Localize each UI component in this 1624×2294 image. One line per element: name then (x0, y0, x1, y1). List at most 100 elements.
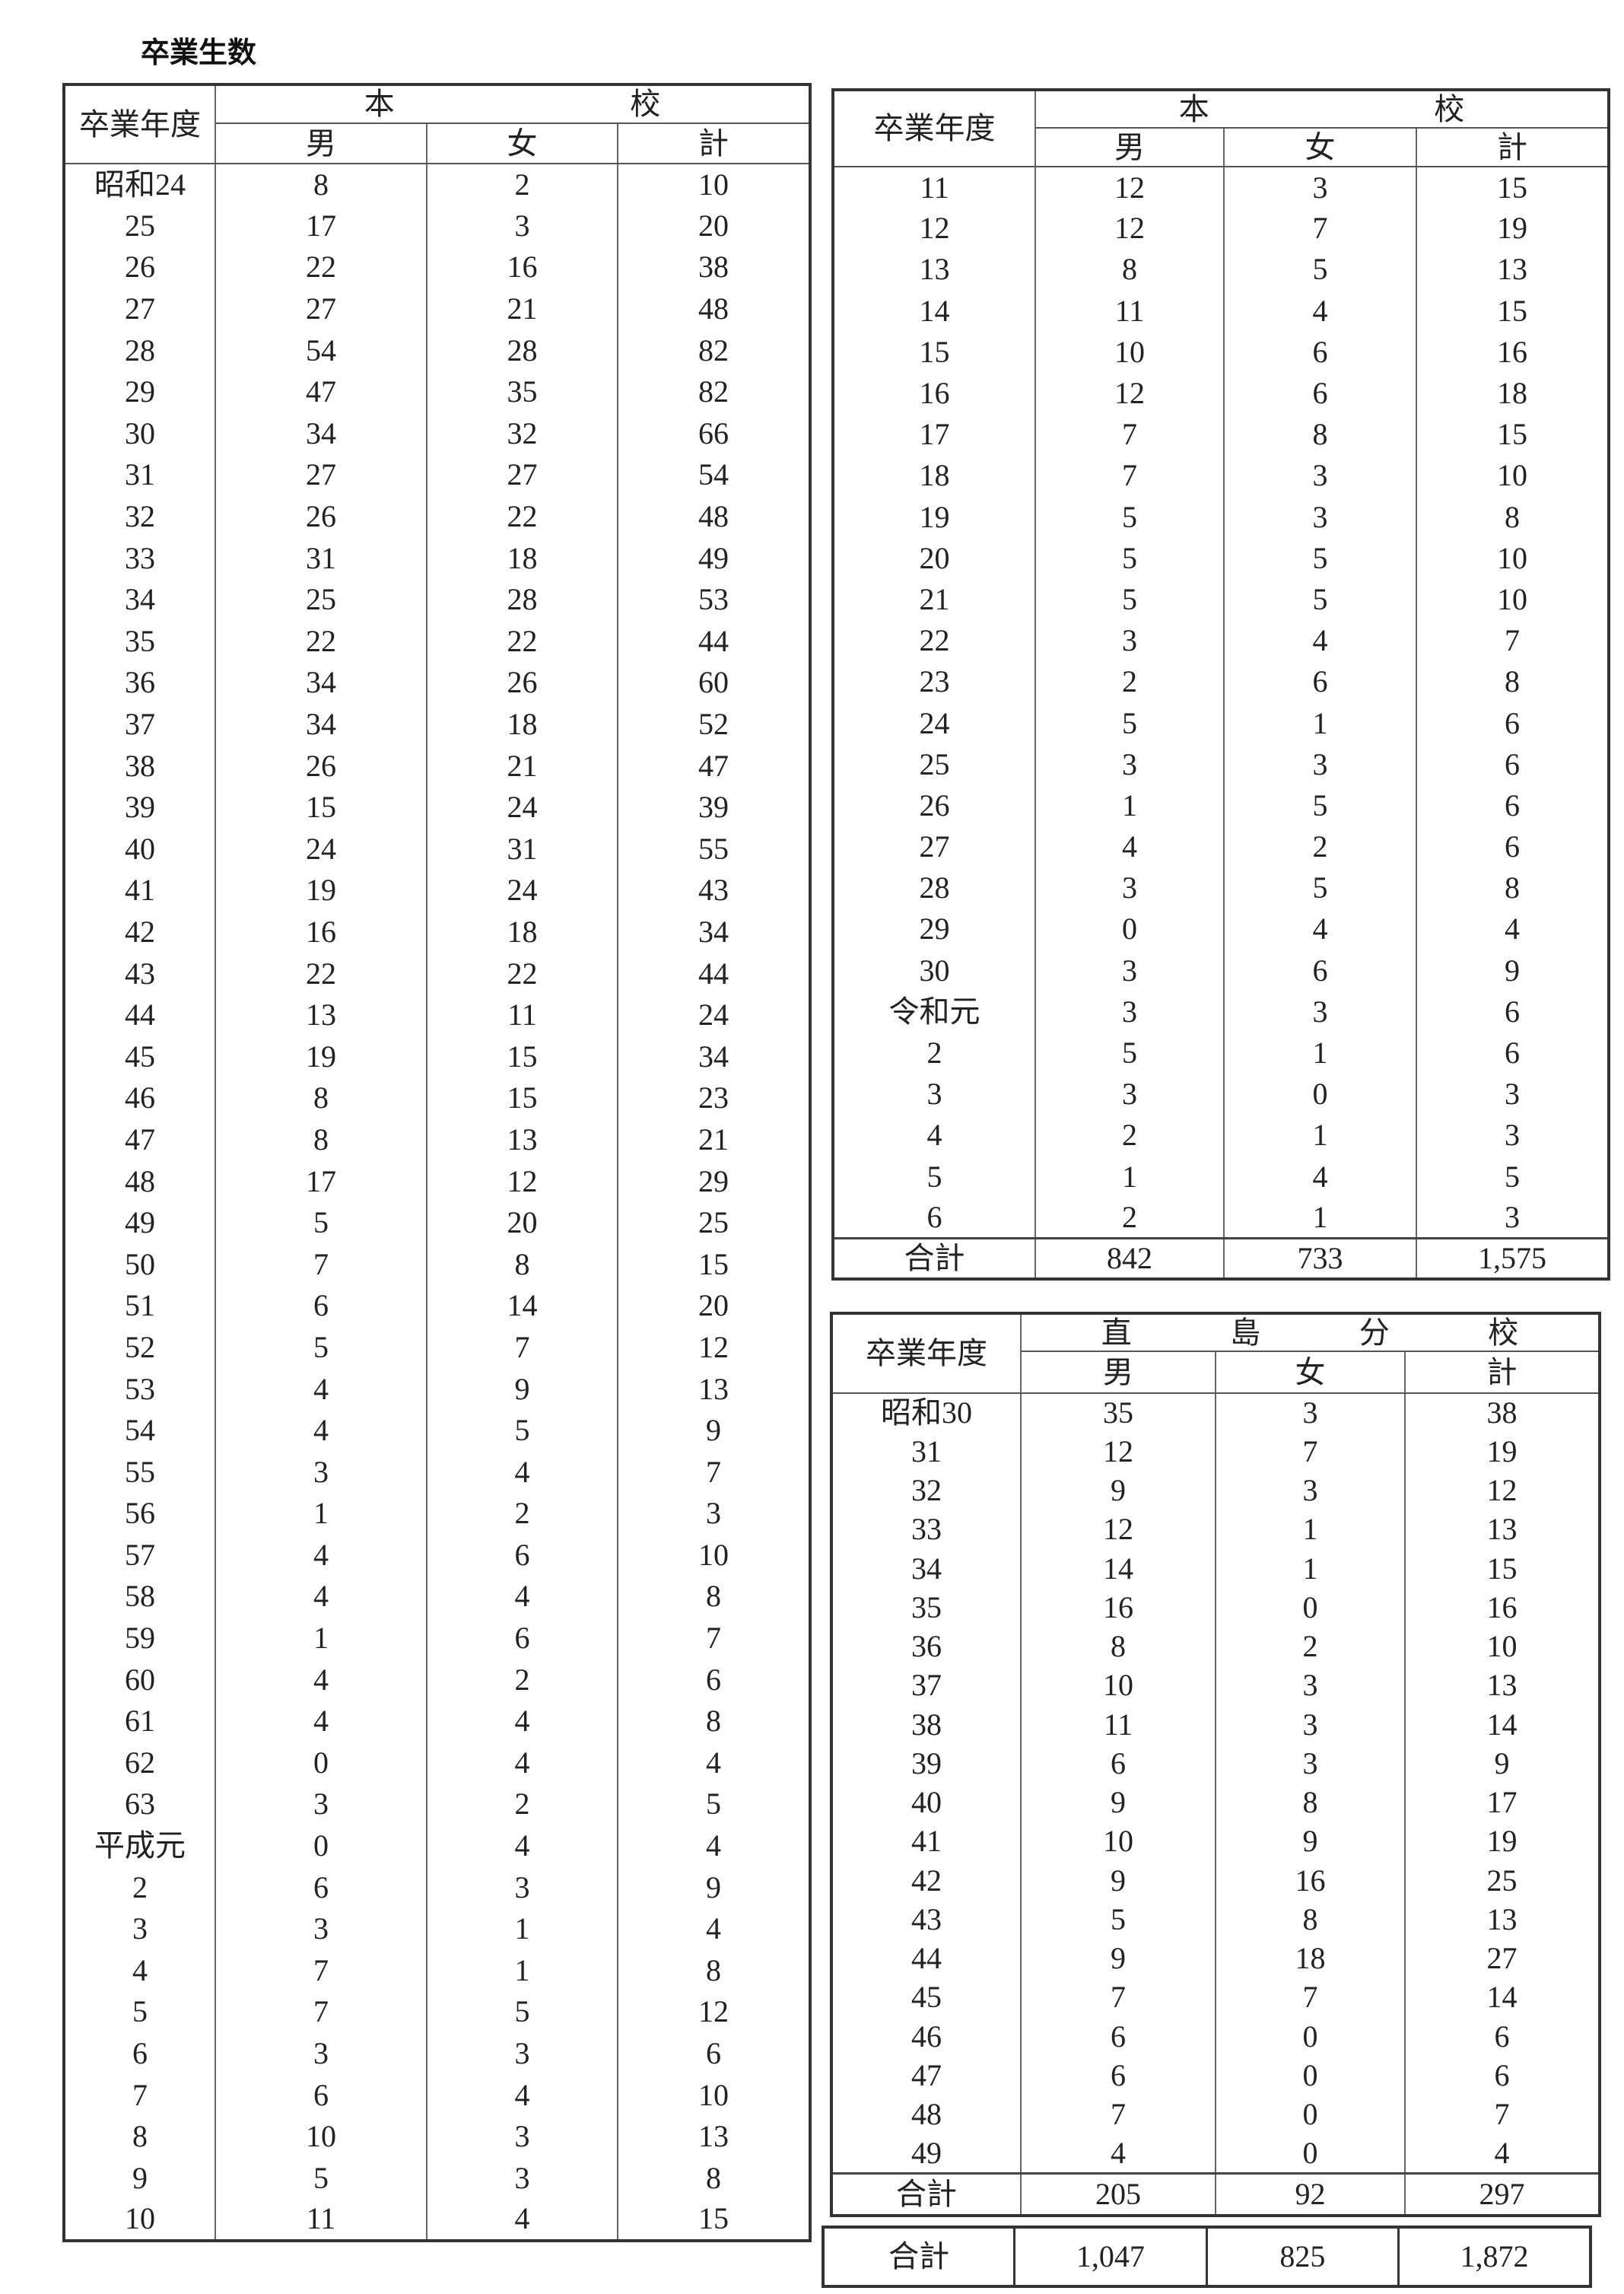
cell-female: 7 (1215, 1977, 1406, 2017)
table-row: 10 11 4 15 (63, 2199, 812, 2241)
cell-total: 10 (1415, 578, 1610, 621)
cell-male: 5 (1020, 1900, 1216, 1939)
cell-male: 25 (215, 578, 427, 621)
cell-female: 3 (1215, 1666, 1406, 1705)
cell-male: 34 (215, 703, 427, 746)
cell-female: 1 (1215, 1510, 1406, 1549)
cell-total: 44 (616, 953, 812, 994)
cell-male: 6 (1020, 2017, 1216, 2057)
cell-year: 12 (832, 208, 1036, 250)
cell-male: 13 (215, 994, 427, 1036)
main-school-table-part2: 卒業年度本校男女計 11 12 3 15 12 12 7 19 13 8 5 13 14 11 4 15 15 10… (831, 88, 1611, 1281)
cell-total: 9 (616, 1866, 812, 1908)
group-label-char: 本 (364, 87, 395, 121)
cell-total: 4 (1415, 908, 1610, 950)
cell-year: 21 (832, 578, 1036, 621)
table-row: 42 16 18 34 (63, 911, 812, 953)
table-row: 43 22 22 44 (63, 953, 812, 994)
table-row: 32 9 3 12 (831, 1471, 1600, 1510)
cell-female: 18 (1215, 1939, 1406, 1978)
cell-total: 8 (616, 2157, 812, 2200)
cell-male: 14 (1020, 1549, 1216, 1589)
cell-total: 25 (1404, 1861, 1600, 1901)
total-male: 205 (1020, 2172, 1216, 2216)
cell-female: 3 (1215, 1744, 1406, 1783)
cell-year: 27 (63, 288, 216, 330)
cell-total: 10 (1415, 537, 1610, 579)
cell-male: 8 (1034, 249, 1225, 291)
cell-year: 33 (63, 537, 216, 579)
table-row: 60 4 2 6 (63, 1659, 812, 1701)
group-label: 直島分校 (1022, 1315, 1598, 1350)
table-row: 47 6 0 6 (831, 2056, 1600, 2095)
cell-male: 7 (1020, 1977, 1216, 2017)
cell-total: 6 (616, 1659, 812, 1701)
table-row: 26 22 16 38 (63, 247, 812, 288)
cell-total: 6 (616, 2032, 812, 2075)
table-row: 55 3 4 7 (63, 1451, 812, 1493)
cell-male: 8 (215, 164, 427, 205)
table-row: 18 7 3 10 (832, 455, 1610, 497)
cell-male: 12 (1034, 208, 1225, 250)
cell-female: 8 (1215, 1783, 1406, 1822)
cell-female: 28 (426, 329, 618, 371)
cell-total: 20 (616, 1285, 812, 1327)
table-row: 5 7 5 12 (63, 1991, 812, 2033)
table-row: 35 16 0 16 (831, 1588, 1600, 1627)
cell-total: 10 (1415, 455, 1610, 497)
table-row: 12 12 7 19 (832, 208, 1610, 250)
cell-year: 58 (63, 1576, 216, 1618)
cell-total: 25 (616, 1201, 812, 1244)
cell-female: 24 (426, 786, 618, 829)
table-row: 43 5 8 13 (831, 1900, 1600, 1939)
cell-year: 39 (831, 1744, 1022, 1783)
cell-female: 6 (1223, 950, 1417, 991)
cell-total: 15 (616, 1243, 812, 1286)
cell-year: 30 (832, 950, 1036, 991)
cell-male: 0 (1034, 908, 1225, 950)
column-header-female: 女 (426, 123, 618, 164)
cell-year: 43 (63, 953, 216, 994)
cell-total: 66 (616, 412, 812, 455)
table-row: 48 7 0 7 (831, 2095, 1600, 2134)
table-row: 53 4 9 13 (63, 1368, 812, 1410)
table-row: 21 5 5 10 (832, 578, 1610, 621)
group-label-char: 分 (1359, 1315, 1390, 1350)
cell-male: 11 (1034, 290, 1225, 332)
cell-year: 53 (63, 1368, 216, 1410)
cell-total: 10 (1404, 1627, 1600, 1666)
cell-year: 15 (832, 331, 1036, 373)
table-row: 20 5 5 10 (832, 537, 1610, 579)
cell-total: 9 (1404, 1744, 1600, 1783)
cell-year: 3 (832, 1074, 1036, 1115)
cell-total: 8 (616, 1700, 812, 1742)
cell-year: 5 (63, 1991, 216, 2033)
cell-male: 22 (215, 247, 427, 288)
cell-male: 7 (1034, 455, 1225, 497)
table-row: 31 12 7 19 (831, 1432, 1600, 1472)
cell-male: 9 (1020, 1471, 1216, 1510)
table-row: 40 9 8 17 (831, 1783, 1600, 1822)
cell-female: 9 (1215, 1822, 1406, 1861)
cell-female: 3 (1223, 496, 1417, 538)
cell-total: 48 (616, 288, 812, 330)
cell-year: 9 (63, 2157, 216, 2200)
cell-male: 5 (215, 1201, 427, 1244)
cell-year: 10 (63, 2199, 216, 2241)
cell-male: 3 (215, 1451, 427, 1493)
cell-year: 32 (831, 1471, 1022, 1510)
cell-total: 6 (1415, 702, 1610, 744)
cell-total: 82 (616, 329, 812, 371)
cell-year: 26 (63, 247, 216, 288)
cell-male: 7 (215, 1243, 427, 1286)
cell-female: 18 (426, 703, 618, 746)
main-school-table-part1: 卒業年度本校男女計昭和24 8 2 10 25 17 3 20 26 22 16 38 27 27 21 48… (62, 83, 812, 2242)
cell-female: 3 (1215, 1471, 1406, 1510)
cell-total: 47 (616, 745, 812, 787)
cell-male: 6 (215, 2074, 427, 2116)
cell-female: 6 (426, 1617, 618, 1659)
cell-male: 1 (215, 1617, 427, 1659)
cell-year: 46 (831, 2017, 1022, 2057)
cell-year: 31 (831, 1432, 1022, 1472)
